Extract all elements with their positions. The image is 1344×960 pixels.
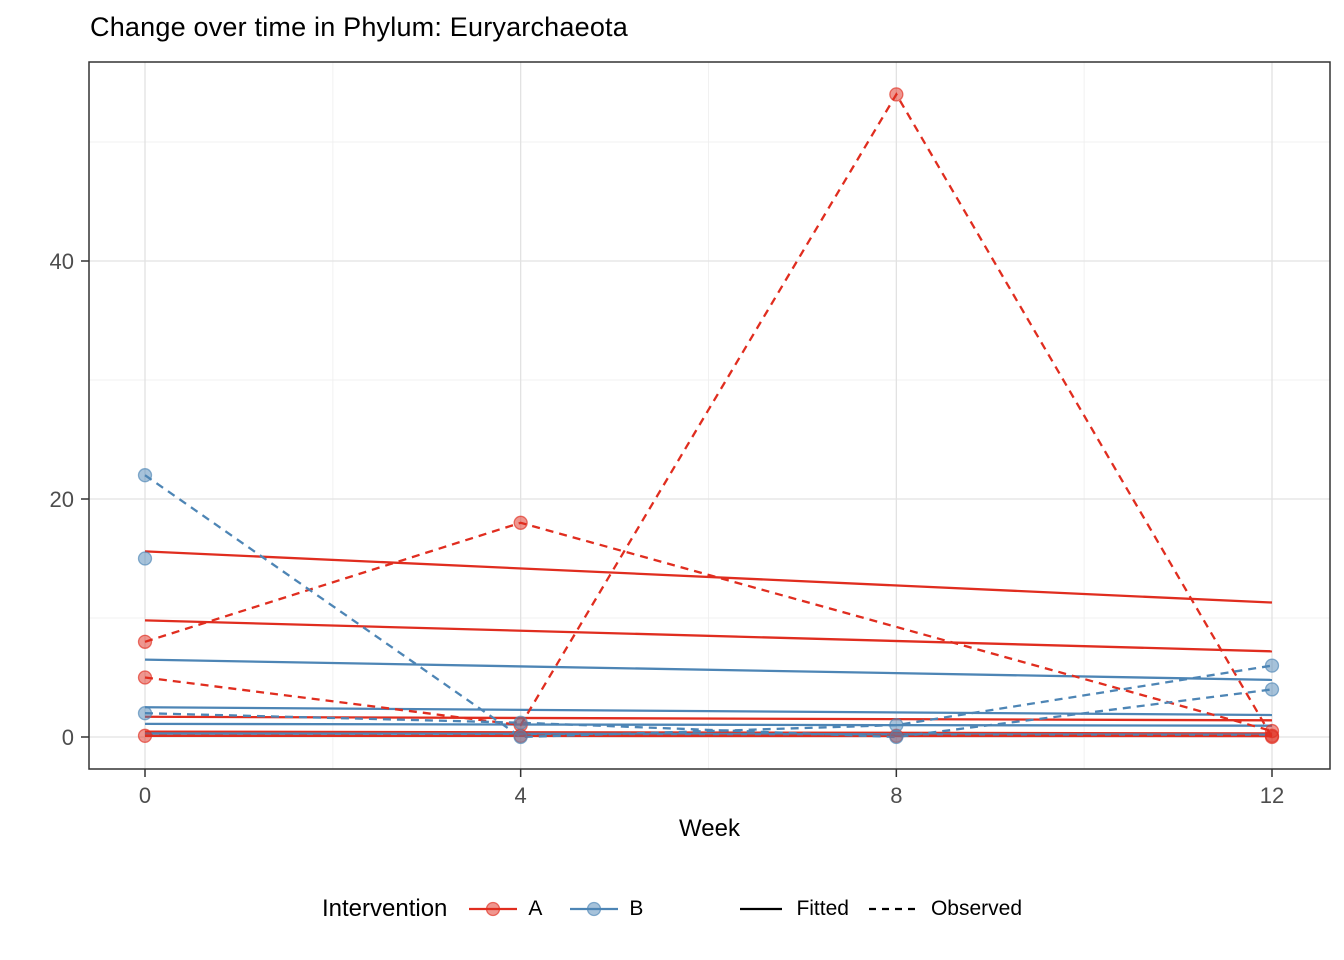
group-a-key-icon (469, 901, 518, 917)
svg-text:0: 0 (139, 783, 151, 808)
svg-text:20: 20 (50, 487, 74, 512)
legend-label-group-a: A (528, 897, 543, 920)
dashed-line-key-icon (868, 907, 917, 911)
legend: Intervention A B Fitted Observed (0, 886, 1344, 932)
x-axis-label: Week (679, 815, 741, 842)
svg-text:40: 40 (50, 249, 74, 274)
legend-key-group-b (568, 895, 620, 923)
chart-title: Change over time in Phylum: Euryarchaeot… (90, 12, 628, 42)
plot-area: 0 4 8 12 0 20 40 Week (50, 61, 1331, 842)
legend-key-fitted (738, 895, 784, 923)
group-b-key-icon (570, 901, 619, 917)
svg-text:4: 4 (515, 783, 527, 808)
svg-text:0: 0 (62, 725, 74, 750)
legend-title: Intervention (321, 895, 448, 922)
solid-line-key-icon (740, 907, 783, 911)
legend-key-group-a (467, 895, 519, 923)
legend-label-fitted: Fitted (796, 897, 849, 920)
legend-label-observed: Observed (930, 897, 1023, 920)
svg-text:12: 12 (1260, 783, 1284, 808)
legend-label-group-b: B (629, 897, 644, 920)
svg-text:8: 8 (890, 783, 902, 808)
legend-key-observed (867, 895, 919, 923)
